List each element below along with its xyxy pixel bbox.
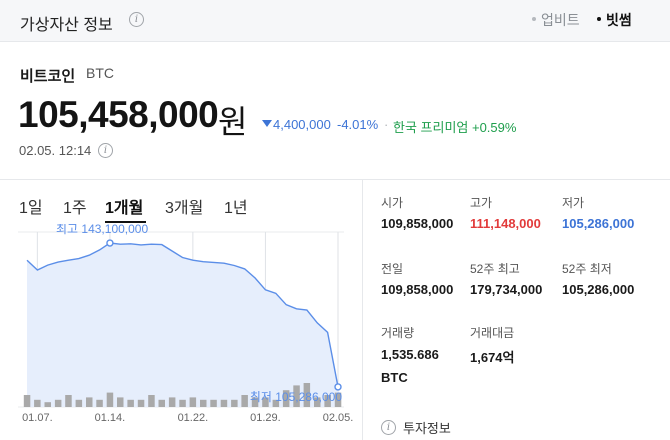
volume-bar <box>334 392 342 407</box>
stat-volume-label: 거래량 <box>381 326 415 340</box>
change-amount: 4,400,000 <box>273 117 331 132</box>
high-point-marker <box>106 239 114 247</box>
stat-volume-unit: BTC <box>381 370 408 385</box>
section-divider <box>0 179 670 180</box>
stat-52w-low-value: 105,286,000 <box>562 282 635 297</box>
volume-bar <box>293 385 300 407</box>
bullet-icon <box>532 17 536 22</box>
change-percent: -4.01% <box>337 117 379 132</box>
stat-high-value: 111,148,000 <box>470 216 541 231</box>
x-tick-label: 01.29. <box>250 412 281 424</box>
volume-bar <box>220 399 228 407</box>
timestamp-info-icon[interactable]: i <box>98 143 113 158</box>
stat-high-label: 고가 <box>470 196 493 210</box>
price-area-fill <box>27 243 338 407</box>
stat-52w-low-label: 52주 최저 <box>562 262 612 276</box>
down-arrow-icon <box>262 120 272 127</box>
price-unit: 원 <box>218 104 248 140</box>
volume-bar <box>96 399 103 407</box>
low-annotation: 최저 105,286,000 <box>250 390 342 404</box>
volume-bar <box>86 397 93 407</box>
volume-bar <box>117 397 124 407</box>
tab-1-week[interactable]: 1주 <box>63 200 87 217</box>
volume-bar <box>303 383 311 407</box>
invest-info-icon[interactable]: i <box>381 420 396 435</box>
volume-bar <box>210 399 217 407</box>
x-tick-label: 01.07. <box>22 412 53 424</box>
volume-bar <box>314 397 321 407</box>
stat-trade-value-value: 1,674억 <box>470 350 515 365</box>
volume-bar <box>75 399 83 407</box>
x-tick-label: 01.14. <box>95 412 126 424</box>
coin-name: 비트코인 <box>20 68 76 85</box>
volume-bar <box>137 399 145 407</box>
volume-bar <box>251 397 259 407</box>
stat-52w-high-label: 52주 최고 <box>470 262 520 276</box>
x-axis-ticks: 01.07. 01.14. 01.22. 01.29. 02.05. <box>22 412 353 424</box>
volume-bar <box>65 395 72 407</box>
volume-bar <box>324 395 331 407</box>
volume-bar <box>127 399 134 407</box>
low-point-marker <box>334 383 342 391</box>
tab-1-day[interactable]: 1일 <box>19 200 43 217</box>
volume-bars <box>23 383 342 407</box>
high-annotation: 최고 143,100,000 <box>56 224 148 236</box>
bullet-icon <box>597 17 601 22</box>
price-line <box>26 242 339 388</box>
stat-low-label: 저가 <box>562 196 585 210</box>
volume-bar <box>189 397 197 407</box>
volume-bar <box>168 397 176 407</box>
volume-bar <box>272 399 280 407</box>
price-chart[interactable]: 01.07. 01.14. 01.22. 01.29. 02.05. 최고 143,10… <box>0 224 362 440</box>
volume-bar <box>106 392 114 407</box>
column-divider <box>362 180 363 440</box>
source-bithumb-label: 빗썸 <box>606 12 632 28</box>
timestamp: 02.05. 12:14 <box>19 143 92 158</box>
stat-prev-close-label: 전일 <box>381 262 404 276</box>
stat-open-value: 109,858,000 <box>381 216 454 231</box>
volume-bar <box>158 399 165 407</box>
stat-trade-value-label: 거래대금 <box>470 326 515 340</box>
chart-markers <box>106 239 342 391</box>
stat-low-value: 105,286,000 <box>562 216 635 231</box>
info-icon[interactable]: i <box>129 12 144 27</box>
stat-52w-high-value: 179,734,000 <box>470 282 543 297</box>
volume-bar <box>44 402 51 407</box>
tab-3-month[interactable]: 3개월 <box>165 200 204 217</box>
current-price: 105,458,000 <box>18 94 219 135</box>
source-upbit-button[interactable]: 업비트 <box>532 10 580 30</box>
header: 가상자산 정보 i 업비트 빗썸 <box>0 0 670 42</box>
x-tick-label: 01.22. <box>178 412 209 424</box>
coin-symbol: BTC <box>86 65 114 81</box>
korea-premium: 한국 프리미엄 +0.59% <box>393 120 517 135</box>
volume-bar <box>231 399 238 407</box>
header-title: 가상자산 정보 <box>20 17 113 34</box>
separator: · <box>384 117 389 132</box>
stat-volume-value: 1,535.686 <box>381 347 439 362</box>
volume-bar <box>241 395 248 407</box>
volume-bar <box>34 399 41 407</box>
volume-bar <box>54 399 62 407</box>
tab-1-month[interactable]: 1개월 <box>105 200 144 217</box>
volume-bar <box>262 397 269 407</box>
volume-bar <box>179 399 186 407</box>
x-tick-label: 02.05. <box>323 412 354 424</box>
volume-bar <box>282 390 290 407</box>
source-bithumb-button[interactable]: 빗썸 <box>597 10 632 30</box>
volume-bar <box>23 395 31 407</box>
source-upbit-label: 업비트 <box>541 12 580 28</box>
volume-bar <box>200 399 207 407</box>
stat-prev-close-value: 109,858,000 <box>381 282 454 297</box>
volume-bar <box>148 395 155 407</box>
stat-open-label: 시가 <box>381 196 404 210</box>
invest-info-link[interactable]: 투자정보 <box>403 421 451 436</box>
active-tab-indicator <box>105 221 146 223</box>
tab-1-year[interactable]: 1년 <box>224 200 248 217</box>
